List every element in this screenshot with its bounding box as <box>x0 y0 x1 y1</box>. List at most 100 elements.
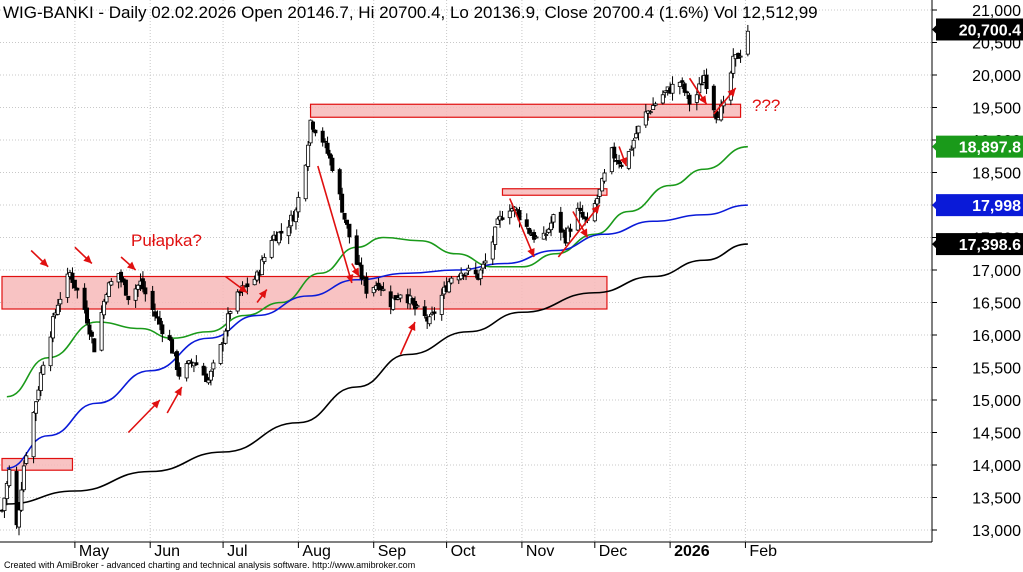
candle-body <box>398 294 403 299</box>
candle-body <box>694 94 699 103</box>
candle-body <box>140 278 145 290</box>
x-axis-ticks: May Jun Jul Aug Sep Oct Nov Dec 2026 Feb <box>74 542 777 560</box>
arrow-head <box>580 228 588 238</box>
candle-body <box>359 264 364 280</box>
candle-body <box>427 316 432 325</box>
y-tick-label: 15,000 <box>972 393 1021 410</box>
trap-annotation: Pułapka? <box>131 231 202 250</box>
candle-body <box>609 147 614 173</box>
candle-body <box>235 291 240 312</box>
candle-body <box>643 111 648 126</box>
x-tick-label: Dec <box>599 543 627 560</box>
candle-body <box>262 257 267 263</box>
candle-body <box>619 164 624 167</box>
candle-body <box>464 272 469 276</box>
candle-body <box>677 81 682 87</box>
candle-body <box>670 83 675 94</box>
arrow-head <box>698 95 707 105</box>
candle-body <box>493 226 498 245</box>
candle-body <box>2 497 7 511</box>
candle-body <box>432 311 437 314</box>
x-tick-label: Jul <box>227 543 247 560</box>
candle-body <box>160 324 165 335</box>
candle-body <box>578 207 583 211</box>
candle-body <box>738 55 743 58</box>
candle-body <box>490 241 495 260</box>
value-badge <box>936 233 1023 256</box>
question-annotation: ??? <box>752 96 780 115</box>
candle-body <box>286 226 291 237</box>
candle-body <box>327 153 332 159</box>
candle-body <box>711 85 716 111</box>
moving-average-line <box>6 243 748 505</box>
arrow-head <box>258 289 267 299</box>
y-tick-label: 15,500 <box>972 361 1021 378</box>
candle-body <box>269 240 274 258</box>
arrow-head <box>126 261 136 270</box>
candle-body <box>7 469 12 487</box>
y-tick-label: 13,500 <box>972 491 1021 508</box>
y-tick-label: 21,000 <box>972 3 1021 20</box>
candle-body <box>527 228 532 234</box>
candle-body <box>371 287 376 294</box>
arrow-head <box>408 322 416 331</box>
moving-average-line <box>6 204 748 470</box>
arrow-head <box>527 248 535 257</box>
candle-body <box>558 211 563 233</box>
candle-body <box>340 193 345 213</box>
candle-body <box>143 287 148 295</box>
candle-body <box>133 288 138 301</box>
candle-body <box>24 455 29 464</box>
candle-body <box>99 312 104 351</box>
candle-body <box>36 389 41 401</box>
candle-body <box>568 228 573 232</box>
candle-body <box>279 230 284 234</box>
candle-body <box>447 281 452 293</box>
candle-body <box>89 331 94 337</box>
value-badge <box>936 194 1023 217</box>
arrow-head <box>39 258 49 267</box>
value-badge-label: 20,700.4 <box>959 22 1021 39</box>
price-zone <box>1 275 608 310</box>
candle-body <box>415 305 420 308</box>
candle-body <box>38 372 43 391</box>
candle-body <box>228 311 233 314</box>
value-badge-pointer <box>932 24 937 35</box>
candle-body <box>583 216 588 220</box>
candle-body <box>325 142 330 154</box>
candle-body <box>153 311 158 317</box>
candle-body <box>626 151 631 169</box>
candle-body <box>70 272 75 283</box>
candle-body <box>731 55 736 74</box>
candle-body <box>308 119 313 144</box>
candle-body <box>223 330 228 344</box>
candle-body <box>381 288 386 291</box>
x-tick-label: Nov <box>526 543 554 560</box>
candle-body <box>306 144 311 167</box>
chart-header: WIG-BANKI - Daily 02.02.2026 Open 20146.… <box>3 3 818 22</box>
candle-body <box>728 72 733 101</box>
candle-body <box>51 316 56 339</box>
candle-body <box>310 121 315 130</box>
candle-body <box>313 129 318 134</box>
value-badge <box>936 135 1023 158</box>
candle-body <box>208 370 213 381</box>
candle-body <box>337 169 342 195</box>
candle-body <box>524 219 529 227</box>
candle-body <box>48 336 53 367</box>
candle-body <box>174 351 179 370</box>
y-tick-label: 19,500 <box>972 101 1021 118</box>
candle-body <box>75 287 80 291</box>
candle-body <box>634 133 639 139</box>
candle-body <box>439 294 444 315</box>
candle-body <box>82 287 87 310</box>
candle-body <box>342 212 347 220</box>
candle-body <box>549 222 554 231</box>
candle-body <box>396 297 401 300</box>
candle-body <box>276 231 281 244</box>
value-badge-label: 17,998 <box>972 198 1021 215</box>
candle-body <box>580 211 585 218</box>
candle-body <box>150 290 155 310</box>
candle-body <box>413 300 418 310</box>
